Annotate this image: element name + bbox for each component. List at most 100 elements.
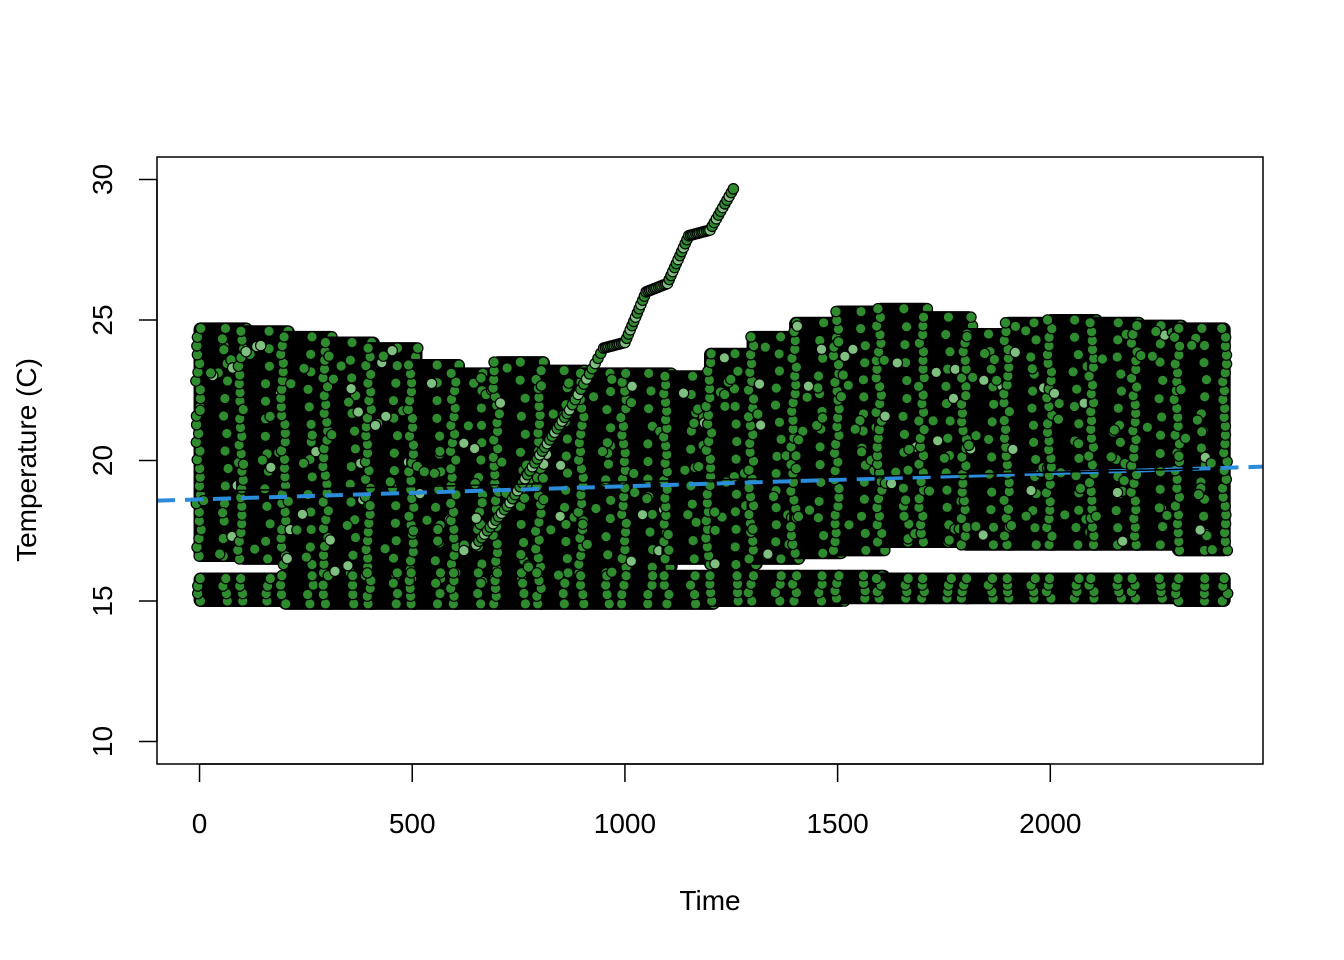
data-point	[213, 548, 226, 560]
data-point	[625, 555, 638, 567]
data-point	[970, 429, 982, 442]
data-point	[518, 587, 530, 600]
data-point	[431, 598, 444, 610]
data-point	[475, 419, 488, 432]
data-point	[858, 356, 871, 369]
data-point	[445, 367, 457, 380]
data-point	[390, 534, 403, 547]
data-point	[729, 505, 742, 518]
data-point	[1130, 381, 1143, 393]
data-point	[913, 415, 925, 427]
data-point	[1043, 572, 1056, 585]
data-point	[1108, 424, 1121, 436]
data-point	[237, 458, 250, 471]
data-point	[1028, 317, 1040, 329]
data-point	[514, 446, 527, 459]
data-point	[1072, 539, 1084, 551]
data-point	[344, 478, 357, 491]
data-point	[810, 419, 823, 432]
data-point	[902, 464, 914, 477]
data-point	[843, 519, 855, 531]
data-point	[600, 530, 612, 543]
data-point	[307, 579, 320, 591]
data-point	[642, 402, 655, 415]
data-point	[729, 541, 741, 553]
data-point	[517, 536, 530, 549]
data-point	[219, 322, 232, 335]
data-point	[387, 577, 400, 590]
data-point	[899, 494, 912, 506]
data-point	[1025, 484, 1037, 497]
data-point	[704, 569, 716, 582]
data-point	[1009, 320, 1022, 333]
data-point	[855, 510, 868, 523]
x-tick-label: 500	[389, 808, 436, 839]
data-point	[754, 419, 767, 431]
data-point	[274, 579, 287, 591]
data-point	[814, 458, 826, 471]
data-point	[769, 535, 782, 548]
data-point	[604, 494, 617, 507]
data-point	[646, 508, 659, 521]
data-point	[803, 504, 816, 516]
data-point	[303, 401, 316, 413]
data-point	[254, 339, 267, 352]
data-point	[217, 410, 230, 422]
data-point	[770, 467, 782, 480]
data-point	[790, 569, 803, 582]
data-point	[342, 396, 355, 408]
data-point	[1027, 436, 1040, 449]
data-point	[730, 488, 743, 501]
data-point	[535, 364, 547, 377]
data-point	[944, 415, 956, 427]
data-point	[237, 403, 250, 416]
data-point	[941, 501, 953, 514]
data-point	[1067, 366, 1079, 378]
data-point	[317, 579, 329, 591]
data-point	[636, 508, 649, 521]
data-point	[445, 462, 457, 475]
data-point	[962, 439, 975, 452]
data-point	[282, 495, 295, 508]
data-point	[1196, 322, 1208, 335]
data-point	[216, 506, 229, 519]
data-point	[297, 457, 310, 470]
data-point	[319, 598, 332, 610]
data-point	[1146, 350, 1159, 363]
data-point	[1029, 453, 1042, 466]
data-point	[687, 534, 699, 547]
data-point	[1007, 443, 1019, 456]
data-point	[1048, 387, 1061, 400]
data-point	[472, 567, 485, 579]
data-point	[898, 510, 910, 523]
data-point	[259, 430, 272, 443]
data-point	[773, 365, 786, 377]
data-point	[830, 305, 842, 318]
data-point	[898, 428, 911, 441]
data-point	[362, 342, 374, 354]
data-point	[248, 543, 261, 555]
data-point	[978, 347, 991, 360]
trend-lines	[156, 464, 1264, 503]
data-point	[574, 569, 587, 582]
data-point	[960, 572, 973, 585]
data-point	[833, 569, 845, 582]
data-point	[606, 566, 618, 578]
data-point	[341, 519, 354, 532]
data-point	[944, 345, 956, 358]
data-point	[642, 438, 654, 450]
data-point	[519, 392, 531, 405]
data-point	[1019, 325, 1032, 337]
data-point	[939, 328, 952, 341]
data-point	[839, 350, 851, 363]
data-point	[690, 516, 702, 529]
data-point	[429, 577, 442, 590]
data-point	[596, 445, 609, 458]
data-point	[859, 339, 872, 352]
data-point	[849, 423, 861, 436]
data-point	[1112, 572, 1124, 585]
data-point	[1172, 572, 1185, 585]
data-point	[264, 518, 276, 530]
data-point	[938, 452, 951, 465]
data-point	[602, 458, 615, 470]
